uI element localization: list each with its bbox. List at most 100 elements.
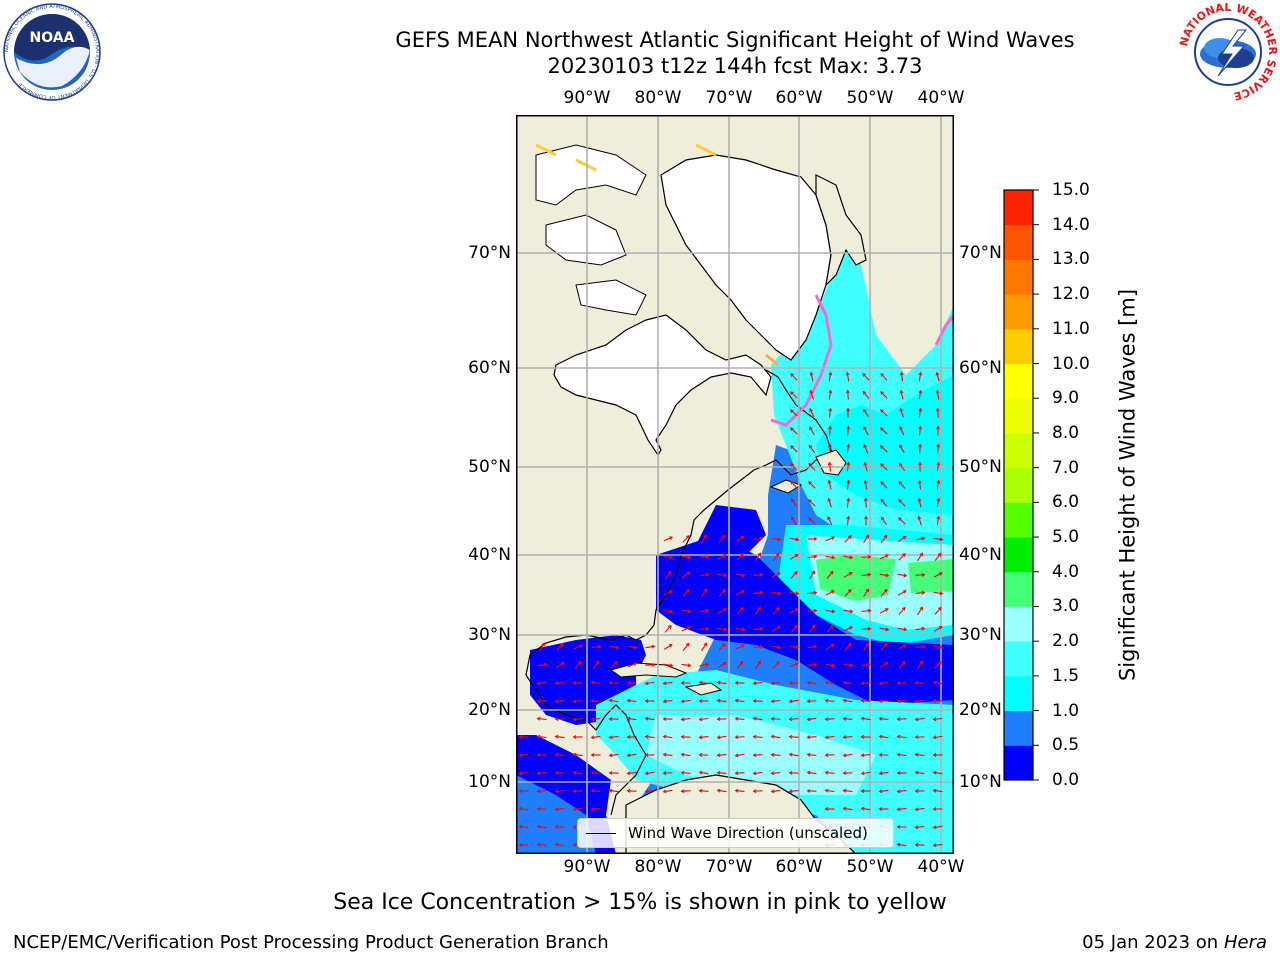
wind-vector-head (830, 624, 834, 629)
wind-vector-head (722, 643, 726, 647)
wind-vector-head (849, 609, 854, 614)
wind-vector (879, 627, 889, 631)
wind-vector-head (914, 789, 919, 793)
wind-vector-head (845, 389, 850, 394)
colorbar-segment (1004, 190, 1033, 226)
wind-vector-head (752, 716, 757, 721)
wind-vector-head (806, 788, 811, 793)
wind-vector-head (680, 717, 685, 722)
wind-vector-head (903, 573, 908, 578)
wind-vector (519, 771, 529, 775)
wind-vector (771, 681, 781, 685)
wind-vector (880, 409, 888, 417)
wind-vector-head (824, 698, 829, 703)
wind-vector-head (626, 753, 631, 758)
colorbar-tick-label: 1.0 (1052, 700, 1080, 721)
wind-vector-head (775, 552, 780, 557)
wind-vector-head (878, 752, 883, 757)
wind-vector-head (608, 735, 613, 740)
wind-vector (789, 591, 799, 595)
wind-vector-head (914, 770, 919, 775)
wind-vector (807, 754, 817, 756)
wind-vector (807, 592, 817, 594)
wind-vector (537, 717, 547, 721)
wind-vector-head (716, 717, 721, 722)
colorbar-segment (1004, 467, 1033, 503)
wind-vector-head (899, 426, 903, 430)
wind-vector-head (716, 735, 721, 740)
sea-ice-note: Sea Ice Concentration > 15% is shown in … (333, 890, 947, 915)
wind-vector (789, 699, 799, 703)
wind-vector (753, 537, 763, 541)
wind-vector (843, 789, 853, 793)
wind-vector (843, 699, 853, 703)
wind-vector-head (842, 753, 847, 758)
colorbar-frame (1003, 189, 1034, 781)
lat-tick-right: 20°N (959, 700, 1002, 720)
wind-vector (846, 372, 850, 382)
colorbar-tick-label: 14.0 (1052, 214, 1090, 235)
wind-vector-head (770, 716, 775, 721)
wind-vector-head (777, 537, 782, 542)
lat-tick-right: 60°N (959, 358, 1002, 378)
wind-vector-head (590, 680, 595, 685)
wind-vector-head (919, 606, 923, 611)
wind-vector-head (590, 770, 595, 775)
wind-vector (556, 643, 564, 651)
wind-vector (915, 771, 925, 775)
wind-vector-head (830, 590, 835, 594)
wind-vector-head (921, 626, 926, 631)
wind-vector-head (687, 609, 692, 614)
wind-vector-head (662, 789, 667, 794)
wind-vector-head (809, 371, 814, 376)
wind-vector (825, 718, 835, 720)
wind-vector-head (795, 537, 800, 542)
wind-vector (843, 682, 853, 684)
wind-vector (828, 480, 832, 490)
wind-vector-head (723, 554, 727, 558)
wind-vector (663, 753, 673, 757)
wind-vector (663, 644, 673, 650)
wind-vector-head (705, 608, 710, 613)
map-legend: Wind Wave Direction (unscaled) (577, 818, 894, 848)
wind-vector-head (794, 570, 798, 575)
lon-tick-bottom: 40°W (917, 857, 965, 877)
wind-vector (844, 535, 852, 543)
wind-vector (593, 660, 599, 670)
wind-vector-head (770, 789, 775, 794)
wind-vector (933, 626, 943, 632)
wind-vector-head (554, 807, 559, 812)
wind-vector-head (867, 572, 872, 577)
wind-vector-head (572, 680, 577, 685)
wind-vector-head (705, 572, 710, 577)
wind-vector-head (939, 591, 944, 596)
map-frame (516, 115, 954, 854)
wind-vector-head (932, 770, 937, 775)
lon-tick-top: 40°W (917, 88, 965, 108)
wind-vector-head (703, 588, 707, 593)
wind-vector (755, 660, 761, 670)
wind-vector-head (879, 445, 884, 449)
wind-vector (897, 807, 907, 811)
wind-vector (627, 717, 637, 721)
wind-vector-head (752, 698, 757, 703)
wind-vector (789, 608, 799, 614)
wind-vector-head (937, 552, 942, 557)
wind-vector-head (811, 570, 815, 575)
wind-vector (791, 498, 797, 508)
wind-vector (682, 535, 690, 543)
wind-vector-head (752, 734, 757, 739)
wind-vector-head (936, 497, 941, 502)
wind-vector (790, 463, 798, 471)
wind-vector-head (644, 753, 649, 758)
wind-vector-head (917, 515, 922, 520)
wind-vector (843, 753, 853, 757)
wind-vector (627, 771, 637, 775)
wind-vector-head (806, 699, 811, 704)
wind-vector (825, 644, 835, 650)
wind-vector-head (790, 498, 795, 503)
wind-vector (897, 573, 907, 577)
wind-vector-head (686, 626, 691, 630)
wind-vector-head (827, 479, 832, 484)
wind-vector (701, 642, 707, 652)
